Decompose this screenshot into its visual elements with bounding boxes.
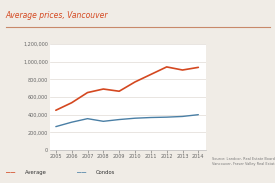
Text: ——: —— [77,168,86,178]
Text: Condos: Condos [96,170,116,175]
Text: Average prices, Vancouver: Average prices, Vancouver [6,11,108,20]
Text: Source: Landcor, Real Estate Board Greater
Vancouver, Fraser Valley Real Estate : Source: Landcor, Real Estate Board Great… [212,157,275,166]
Text: Average: Average [25,170,47,175]
Text: ——: —— [6,168,15,178]
